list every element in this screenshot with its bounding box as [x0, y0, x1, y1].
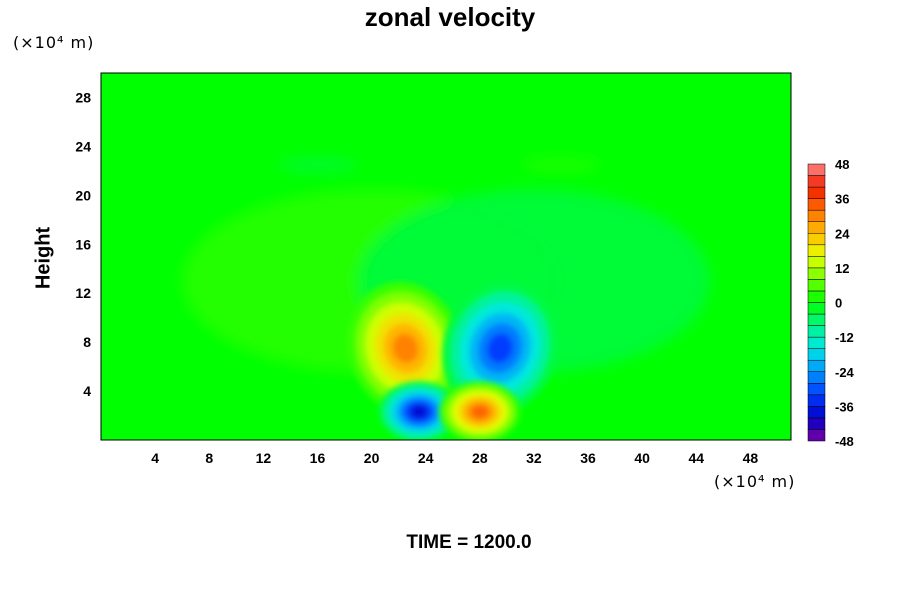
chart-title: zonal velocity: [364, 2, 536, 32]
y-tick-label: 28: [75, 89, 91, 105]
colorbar-band: [807, 198, 826, 211]
colorbar-band: [807, 244, 826, 257]
colorbar-band: [807, 256, 826, 269]
colorbar-label: 0: [835, 296, 842, 311]
y-axis-unit-label: (×10⁴ m): [13, 33, 95, 52]
plot-frame: [100, 72, 792, 441]
x-tick-label: 16: [310, 450, 326, 466]
x-tick-label: 4: [151, 450, 159, 466]
y-tick-label: 20: [75, 187, 91, 203]
x-axis-ticks: 4 8 12 16 20 24 28 32 36 40 44 48: [151, 450, 758, 466]
colorbar-band: [807, 371, 826, 384]
colorbar-label: -48: [835, 434, 854, 449]
x-tick-label: 28: [472, 450, 488, 466]
colorbar-label: -36: [835, 399, 854, 414]
y-tick-label: 16: [75, 236, 91, 252]
colorbar-label: 24: [835, 226, 850, 241]
y-tick-label: 4: [83, 383, 91, 399]
x-tick-label: 44: [689, 450, 705, 466]
colorbar-band: [807, 336, 826, 349]
colorbar-label: 36: [835, 192, 849, 207]
colorbar-band: [807, 394, 826, 407]
colorbar-band: [807, 267, 826, 280]
x-tick-label: 40: [634, 450, 650, 466]
x-tick-label: 36: [580, 450, 596, 466]
colorbar-band: [807, 417, 826, 430]
x-tick-label: 20: [364, 450, 380, 466]
contour-feature: [442, 281, 559, 415]
x-tick-label: 24: [418, 450, 434, 466]
x-axis-unit-label: (×10⁴ m): [714, 472, 796, 491]
contour-feature: [378, 381, 460, 440]
colorbar-band: [807, 221, 826, 234]
colorbar-label: 12: [835, 261, 849, 276]
x-tick-label: 8: [205, 450, 213, 466]
y-tick-label: 8: [83, 334, 91, 350]
colorbar-band: [807, 186, 826, 199]
contour-feature: [347, 281, 464, 415]
colorbar-label: 48: [835, 157, 849, 172]
y-axis-ticks: 4 8 12 16 20 24 28: [75, 89, 91, 399]
colorbar-band: [807, 313, 826, 326]
contour-feature: [439, 381, 521, 440]
y-tick-label: 12: [75, 285, 91, 301]
colorbar-band: [807, 348, 826, 361]
colorbar-band: [807, 325, 826, 338]
time-footer: TIME = 1200.0: [406, 532, 532, 553]
colorbar-band: [807, 359, 826, 373]
colorbar-band: [807, 429, 826, 442]
colorbar-band: [807, 302, 826, 315]
colorbar-label: -24: [835, 365, 855, 380]
x-tick-label: 32: [526, 450, 542, 466]
colorbar-band: [807, 209, 826, 222]
x-tick-label: 12: [256, 450, 272, 466]
colorbar-band: [807, 383, 826, 396]
colorbar-band: [807, 290, 826, 303]
colorbar-band: [807, 233, 826, 246]
colorbar-label: -12: [835, 330, 854, 345]
colorbar-band: [807, 279, 826, 292]
colorbar-band: [807, 406, 826, 419]
colorbar-band: [807, 163, 826, 176]
colorbar-band: [807, 175, 826, 188]
contour-plot-area: [100, 72, 792, 441]
colorbar: 48 36 24 12 0 -12 -24 -36 -48: [807, 157, 855, 449]
y-tick-label: 24: [75, 138, 91, 154]
x-tick-label: 48: [743, 450, 759, 466]
